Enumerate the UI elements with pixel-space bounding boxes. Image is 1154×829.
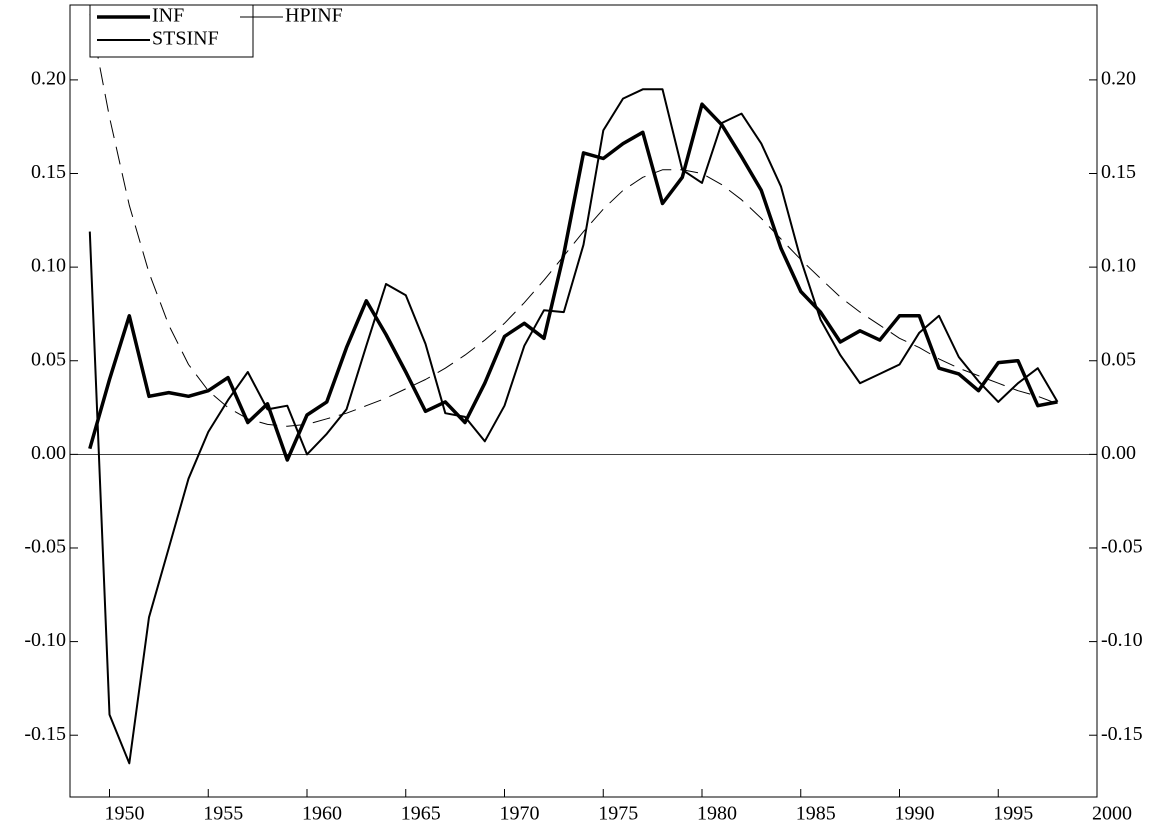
y2-tick-label: 0.15 — [1101, 161, 1136, 183]
y-tick-label: -0.10 — [24, 629, 66, 651]
y-tick-label: 0.00 — [31, 442, 66, 464]
x-tick-label: 1990 — [895, 803, 935, 825]
y2-tick-label: -0.10 — [1101, 629, 1143, 651]
x-tick-label: 1980 — [697, 803, 737, 825]
x-tick-label: 1960 — [302, 803, 342, 825]
y-tick-label: -0.15 — [24, 723, 66, 745]
x-tick-label: 1985 — [796, 803, 836, 825]
series-line — [88, 88, 1059, 765]
y2-tick-label: 0.00 — [1101, 442, 1136, 464]
x-tick-label: 1970 — [500, 803, 540, 825]
x-tick-label: 1955 — [203, 803, 243, 825]
series-line — [89, 14, 1058, 427]
x-tick-label: 1975 — [598, 803, 638, 825]
y-tick-label: 0.10 — [31, 255, 66, 277]
y2-tick-label: 0.20 — [1101, 67, 1136, 89]
x-tick-label: 1965 — [401, 803, 441, 825]
y-tick-label: 0.20 — [31, 67, 66, 89]
legend-label: HPINF — [285, 5, 343, 27]
legend-box — [89, 4, 254, 58]
y2-tick-label: -0.15 — [1101, 723, 1143, 745]
y-tick-label: 0.15 — [31, 161, 66, 183]
y2-tick-label: 0.05 — [1101, 348, 1136, 370]
y-tick-label: -0.05 — [24, 536, 66, 558]
plot-frame — [69, 4, 1098, 798]
y2-tick-label: -0.05 — [1101, 536, 1143, 558]
legend-label: STSINF — [152, 28, 219, 50]
y-tick-label: 0.05 — [31, 348, 66, 370]
legend-label: INF — [152, 5, 184, 27]
x-tick-label: 1995 — [993, 803, 1033, 825]
x-tick-label: 1950 — [105, 803, 145, 825]
series-line — [88, 102, 1058, 462]
x-tick-label: 2000 — [1092, 803, 1132, 825]
y2-tick-label: 0.10 — [1101, 255, 1136, 277]
